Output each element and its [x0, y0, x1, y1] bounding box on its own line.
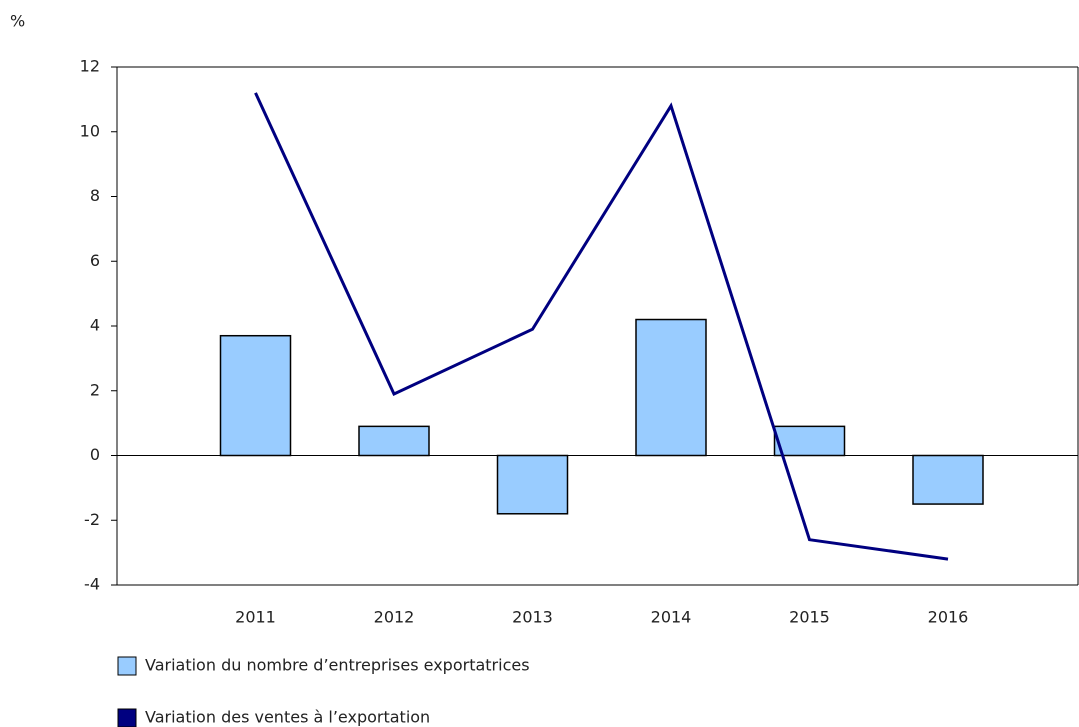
x-tick-label: 2015: [789, 608, 830, 627]
y-tick-label: 8: [90, 186, 100, 205]
bar: [912, 454, 984, 505]
bar: [773, 425, 846, 457]
x-tick-label: 2012: [374, 608, 415, 627]
legend-label: Variation des ventes à l’exportation: [145, 708, 430, 727]
y-tick-label: 2: [90, 380, 100, 399]
y-tick-label: -4: [84, 575, 100, 594]
x-tick-label: 2013: [512, 608, 553, 627]
bar: [358, 425, 430, 457]
legend-swatch: [117, 708, 137, 727]
y-unit: %: [10, 12, 25, 31]
legend-label: Variation du nombre d’entreprises export…: [145, 656, 530, 675]
bar: [635, 318, 707, 457]
bar: [496, 454, 569, 515]
y-tick-label: 12: [80, 57, 100, 76]
legend-swatch: [117, 656, 137, 676]
y-tick-label: 0: [90, 445, 100, 464]
x-tick-label: 2016: [928, 608, 969, 627]
y-tick-label: 4: [90, 316, 100, 335]
bar: [219, 334, 292, 457]
x-tick-label: 2014: [651, 608, 692, 627]
y-tick-label: -2: [84, 510, 100, 529]
x-tick-label: 2011: [235, 608, 276, 627]
y-tick-label: 6: [90, 251, 100, 270]
line: [254, 92, 949, 561]
y-tick-label: 10: [80, 121, 100, 140]
